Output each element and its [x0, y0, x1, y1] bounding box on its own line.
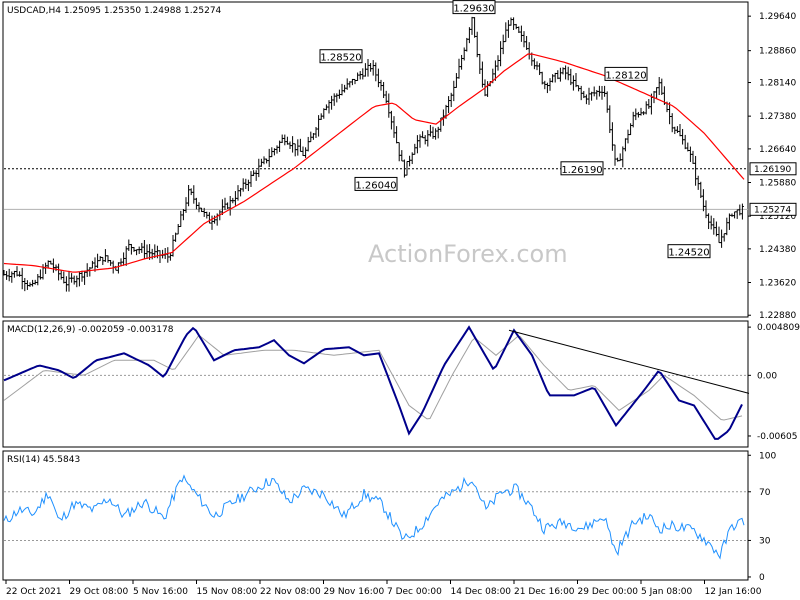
rsi-y-tick-label: 0: [759, 573, 765, 583]
watermark-text: ActionForex.com: [368, 240, 568, 268]
macd-trendline: [508, 329, 750, 394]
price-horizontal-levels: [4, 168, 748, 210]
x-tick-label: 22 Nov 08:00: [260, 587, 321, 597]
price-panel-title: USDCAD,H4 1.25095 1.25350 1.24988 1.2527…: [7, 6, 222, 16]
price-y-tick-label: 1.25880: [759, 179, 796, 189]
macd-main-line: [3, 325, 743, 440]
price-y-tick-label: 1.26640: [759, 145, 796, 155]
price-axis-tags: 1.26190 1.25274: [749, 162, 797, 216]
svg-text:1.28520: 1.28520: [320, 53, 361, 64]
price-annotation: 1.29630: [452, 0, 496, 15]
price-axis-tag: 1.26190: [749, 162, 797, 176]
moving-average-line: [3, 53, 745, 273]
svg-text:1.26190: 1.26190: [561, 165, 602, 176]
macd-y-tick-label: 0.004809: [757, 323, 800, 333]
rsi-reference-lines: [4, 491, 748, 541]
rsi-y-tick-label: 100: [759, 451, 776, 461]
svg-text:1.29630: 1.29630: [453, 4, 494, 15]
price-y-tick-label: 1.24380: [759, 245, 796, 255]
x-tick-label: 12 Jan 16:00: [705, 587, 762, 597]
rsi-panel-title: RSI(14) 45.5843: [7, 455, 80, 465]
rsi-y-axis: 100 70 30 0: [748, 451, 776, 583]
macd-panel-frame: [2, 320, 749, 448]
price-y-tick-label: 1.28860: [759, 47, 796, 57]
price-y-tick-label: 1.23620: [759, 278, 796, 288]
x-axis: 22 Oct 2021 29 Oct 08:00 5 Nov 16:00 15 Nov…: [5, 580, 762, 597]
price-annotation: 1.26190: [560, 161, 604, 176]
price-annotation: 1.26040: [354, 176, 398, 191]
price-annotation: 1.28120: [604, 66, 648, 81]
rsi-line: [3, 474, 745, 560]
price-annotation: 1.28520: [319, 49, 363, 64]
x-tick-label: 14 Dec 08:00: [451, 587, 512, 597]
price-y-tick-label: 1.28140: [759, 79, 796, 89]
price-annotations: 1.28520 1.29630 1.26040 1.28120 1.26190 1.245…: [319, 0, 711, 259]
svg-text:1.24520: 1.24520: [668, 248, 709, 259]
price-y-axis: 1.29640 1.28860 1.28140 1.27380 1.26640 1.258…: [748, 12, 796, 321]
price-bars: [2, 16, 744, 292]
macd-panel-title: MACD(12,26,9) -0.002059 -0.003178: [7, 325, 174, 335]
price-bar: [740, 203, 744, 220]
macd-signal-line: [3, 334, 743, 421]
macd-y-axis: 0.004809 0.00 -0.00605: [748, 323, 800, 442]
svg-text:1.25274: 1.25274: [754, 205, 791, 215]
svg-text:1.26190: 1.26190: [754, 165, 791, 175]
svg-text:1.28120: 1.28120: [605, 70, 646, 81]
price-y-tick-label: 1.29640: [759, 12, 796, 22]
price-y-tick-label: 1.27380: [759, 112, 796, 122]
x-tick-label: 29 Dec 00:00: [578, 587, 639, 597]
price-axis-tag: 1.25274: [749, 202, 797, 216]
price-y-tick-label: 1.25120: [759, 212, 796, 222]
macd-y-tick-label: 0.00: [757, 371, 777, 381]
x-tick-label: 21 Dec 16:00: [514, 587, 575, 597]
x-tick-label: 22 Oct 2021: [6, 587, 62, 597]
x-tick-label: 29 Oct 08:00: [70, 587, 129, 597]
x-tick-label: 5 Jan 08:00: [641, 587, 693, 597]
x-tick-label: 15 Nov 08:00: [197, 587, 258, 597]
x-tick-label: 7 Dec 00:00: [387, 587, 442, 597]
price-y-tick-label: 1.22880: [759, 311, 796, 321]
price-panel-frame: [2, 1, 749, 318]
rsi-y-tick-label: 30: [759, 536, 771, 546]
svg-text:1.26040: 1.26040: [355, 180, 396, 191]
price-annotation: 1.24520: [667, 244, 711, 259]
x-tick-label: 29 Nov 16:00: [324, 587, 385, 597]
macd-y-tick-label: -0.00605: [757, 432, 797, 442]
rsi-y-tick-label: 70: [759, 488, 771, 498]
x-tick-label: 5 Nov 16:00: [133, 587, 188, 597]
rsi-panel-frame: [2, 450, 749, 581]
